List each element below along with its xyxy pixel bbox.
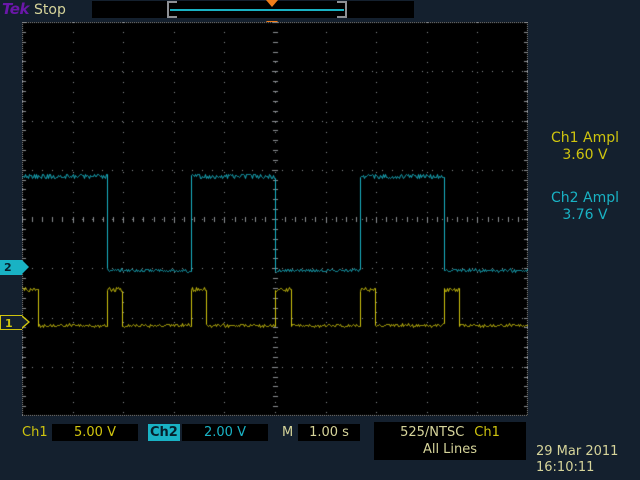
readout-timebase-tag[interactable]: M [282,425,294,440]
time-text: 16:10:11 [536,460,595,475]
trigger-lines-mode: All Lines [422,442,478,457]
measurement-readout-panel: Ch1 Ampl 3.60 V Ch2 Ampl 3.76 V [532,130,638,250]
waveform-overview-strip[interactable] [92,1,414,18]
date-text: 29 Mar 2011 [536,444,619,459]
measurement-ch1-value: 3.60 V [562,147,608,163]
measurement-ch1-label: Ch1 Ampl [551,130,619,146]
overview-zoom-bracket[interactable] [167,1,347,18]
bottom-status-bar: Ch1 5.00 V Ch2 2.00 V M 1.00 s 525/NTSC C… [0,420,640,480]
channel-marker-ch1[interactable]: 1 [0,315,30,330]
trigger-source: Ch1 [474,425,500,440]
measurement-ch1-ampl[interactable]: Ch1 Ampl 3.60 V [532,130,638,164]
channel-marker-ch2[interactable]: 2 [0,260,29,275]
overview-bracket-tick-bottom [337,16,345,18]
readout-ch1-scale[interactable]: 5.00 V [52,424,138,441]
trigger-standard-row: 525/NTSC Ch1 [374,424,526,441]
readout-timebase-value[interactable]: 1.00 s [298,424,360,441]
readout-ch2-tag[interactable]: Ch2 [148,424,180,441]
channel-marker-ch1-label: 1 [5,317,13,330]
measurement-ch2-label: Ch2 Ampl [551,190,619,206]
measurement-ch2-value: 3.76 V [562,207,608,223]
acquisition-status[interactable]: Stop [34,2,66,18]
readout-ch1-tag[interactable]: Ch1 [22,425,48,440]
trigger-standard: 525/NTSC [400,425,465,440]
datetime-readout: 29 Mar 2011 16:10:11 [536,444,618,476]
tek-logo: Tek [2,0,29,18]
trigger-position-icon-overview[interactable] [266,0,278,7]
graticule-display-area[interactable] [22,22,528,416]
channel-marker-ch2-label: 2 [4,261,12,274]
overview-bracket-tick-top [337,1,345,3]
top-status-bar: Tek Stop [0,0,640,28]
measurement-ch2-ampl[interactable]: Ch2 Ampl 3.76 V [532,190,638,224]
waveform-canvas [22,22,528,416]
overview-ch2-trace [170,9,344,11]
readout-ch2-scale[interactable]: 2.00 V [182,424,268,441]
trigger-settings-box[interactable]: 525/NTSC Ch1 All Lines [374,422,526,460]
